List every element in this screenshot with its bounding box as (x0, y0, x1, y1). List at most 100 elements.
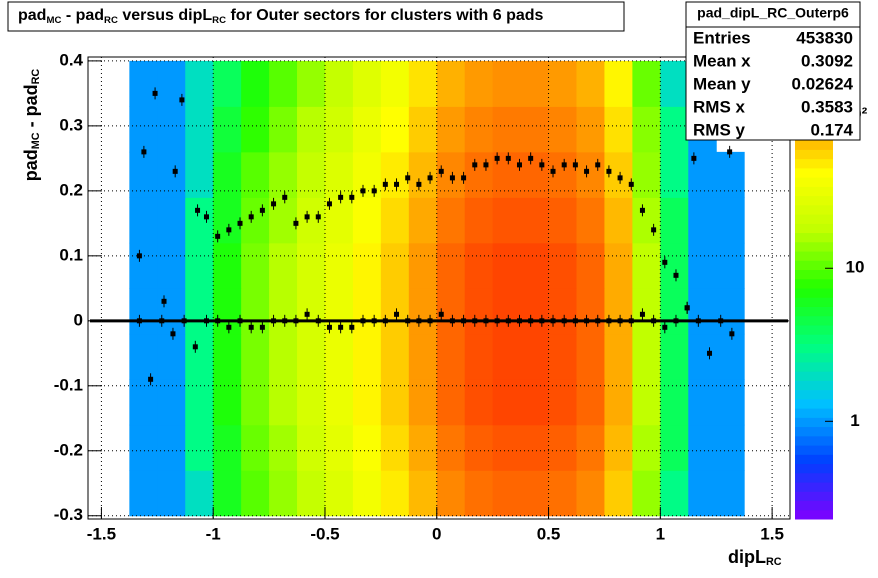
heat-cell (604, 333, 633, 380)
y-tick-label: -0.3 (54, 505, 83, 524)
profile-point (561, 314, 567, 327)
stats-name: pad_dipL_RC_Outerp6 (697, 5, 849, 21)
profile-marker (349, 324, 355, 330)
profile-marker (304, 311, 310, 317)
heat-cell (660, 333, 689, 380)
heat-cell (129, 424, 158, 471)
profile-marker (438, 311, 444, 317)
heat-cell (576, 333, 605, 380)
profile-point (215, 314, 221, 327)
x-tick-label: 1 (656, 524, 665, 543)
profile-point (237, 314, 243, 327)
profile-point (438, 165, 444, 178)
color-scale-band (795, 204, 833, 215)
profile-point (416, 314, 422, 327)
profile-marker (483, 318, 489, 324)
heat-cell (520, 106, 550, 153)
heat-cell (576, 379, 605, 426)
profile-marker (628, 181, 634, 187)
heat-cell (185, 379, 214, 426)
heat-cell (548, 106, 577, 153)
heat-cell (157, 424, 186, 471)
stats-value: 0.3583 (801, 97, 853, 116)
profile-point (192, 340, 198, 353)
profile-point (651, 314, 657, 327)
heat-cell (520, 197, 550, 244)
heat-cell (380, 424, 410, 471)
profile-point (203, 210, 209, 223)
heat-cell (576, 288, 605, 335)
profile-point (161, 295, 167, 308)
profile-marker (371, 318, 377, 324)
profile-point (271, 197, 277, 210)
heat-cell (492, 288, 522, 335)
profile-marker (673, 272, 679, 278)
profile-point (494, 152, 500, 165)
heat-cell (436, 379, 466, 426)
color-scale-band (795, 380, 833, 391)
color-scale-band (795, 482, 833, 492)
heat-cell (464, 197, 494, 244)
chart-title-part: RC (104, 15, 118, 26)
heat-cell (297, 151, 326, 198)
heat-cell (408, 242, 438, 289)
profile-point (338, 191, 344, 204)
heat-cell (464, 424, 494, 471)
profile-marker (237, 220, 243, 226)
profile-marker (382, 181, 388, 187)
heat-cell (241, 151, 270, 198)
profile-marker (315, 318, 321, 324)
profile-marker (282, 318, 288, 324)
heat-cell (185, 333, 214, 380)
heat-cell (492, 333, 522, 380)
heat-cell (129, 60, 158, 107)
profile-point (617, 314, 623, 327)
heat-cell (632, 333, 661, 380)
heat-cell (688, 242, 717, 289)
y-tick-label: -0.2 (54, 440, 83, 459)
heat-cell (213, 106, 242, 153)
heat-cell (157, 379, 186, 426)
profile-point (729, 327, 735, 340)
heat-cell (157, 288, 186, 335)
profile-point (136, 314, 142, 327)
profile-marker (673, 318, 679, 324)
profile-marker (326, 324, 332, 330)
heat-cell (408, 470, 438, 517)
profile-marker (405, 318, 411, 324)
profile-marker (639, 207, 645, 213)
profile-marker (662, 259, 668, 265)
heat-cell (576, 151, 605, 198)
profile-point (360, 314, 366, 327)
heat-cell (660, 60, 689, 107)
profile-point (349, 191, 355, 204)
heat-cell (157, 151, 186, 198)
profile-marker (152, 90, 158, 96)
profile-marker (172, 168, 178, 174)
heat-cell (632, 242, 661, 289)
profile-marker (293, 220, 299, 226)
heat-cell (464, 288, 494, 335)
profile-marker (195, 207, 201, 213)
profile-point (293, 314, 299, 327)
profile-point (148, 373, 154, 386)
profile-marker (606, 318, 612, 324)
heat-cell (269, 151, 298, 198)
heat-cell (660, 470, 689, 517)
heat-cell (548, 197, 577, 244)
heat-cell (352, 106, 382, 153)
heat-cell (297, 333, 326, 380)
heat-cell (297, 197, 326, 244)
heat-cell (269, 379, 298, 426)
heat-cell (548, 60, 577, 107)
color-scale-band (795, 223, 833, 234)
heat-cell (688, 470, 717, 517)
heat-cell (269, 424, 298, 471)
profile-marker (595, 162, 601, 168)
heat-cell (324, 60, 354, 107)
heat-cell (408, 197, 438, 244)
profile-marker (405, 175, 411, 181)
heat-cell (380, 333, 410, 380)
heat-cell (380, 197, 410, 244)
